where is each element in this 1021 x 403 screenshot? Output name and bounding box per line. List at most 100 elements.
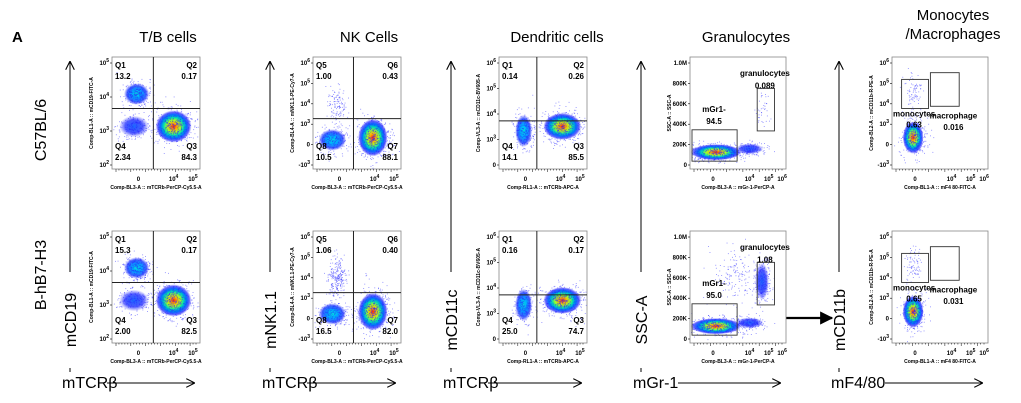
event-dot — [368, 290, 370, 292]
event-dot — [546, 303, 548, 305]
event-dot — [550, 119, 552, 121]
event-dot — [554, 124, 556, 126]
event-dot — [386, 304, 388, 305]
event-dot — [338, 309, 340, 310]
event-dot — [146, 261, 148, 263]
event-dot — [361, 303, 363, 304]
quadrant-value: 16.5 — [316, 327, 332, 336]
event-dot — [174, 301, 176, 302]
event-dot — [186, 135, 187, 136]
event-dot — [560, 114, 562, 116]
event-dot — [173, 299, 174, 301]
event-dot — [136, 122, 138, 124]
event-dot — [551, 292, 553, 294]
event-dot — [142, 273, 144, 274]
x-marker-label: mF4/80 — [831, 375, 885, 392]
event-dot — [528, 306, 530, 307]
event-dot — [125, 298, 126, 300]
event-dot — [369, 143, 371, 145]
event-dot — [169, 304, 171, 306]
event-dot — [583, 292, 585, 293]
event-dot — [348, 146, 350, 148]
event-dot — [385, 321, 387, 323]
event-dot — [551, 142, 552, 144]
event-dot — [348, 314, 350, 316]
x-tick-label: 0 — [524, 351, 528, 357]
event-dot — [375, 312, 377, 314]
event-dot — [365, 141, 367, 143]
event-dot — [577, 293, 579, 294]
event-dot — [129, 125, 130, 127]
event-dot — [129, 254, 131, 256]
event-dot — [340, 290, 342, 292]
quadrant-name: Q3 — [186, 142, 197, 151]
event-dot — [329, 304, 331, 306]
event-dot — [373, 131, 374, 132]
event-dot — [384, 147, 386, 149]
event-dot — [152, 273, 154, 275]
event-dot — [144, 267, 146, 269]
event-dot — [328, 313, 330, 315]
event-dot — [371, 305, 373, 307]
event-dot — [334, 266, 336, 268]
event-dot — [556, 125, 557, 127]
event-dot — [327, 313, 329, 315]
event-dot — [131, 136, 132, 138]
event-dot — [343, 254, 345, 256]
event-dot — [334, 307, 336, 309]
event-dot — [330, 144, 332, 146]
event-dot — [542, 112, 544, 114]
event-dot — [514, 132, 516, 134]
event-dot — [365, 127, 367, 128]
event-dot — [387, 314, 389, 316]
event-dot — [550, 132, 551, 134]
event-dot — [165, 316, 167, 318]
event-dot — [570, 301, 571, 303]
event-dot — [171, 310, 173, 311]
event-dot — [169, 306, 171, 308]
event-dot — [139, 128, 141, 129]
event-dot — [334, 313, 336, 315]
event-dot — [166, 310, 168, 312]
event-dot — [149, 271, 151, 273]
event-dot — [140, 94, 142, 96]
event-dot — [519, 138, 520, 140]
event-dot — [545, 111, 547, 112]
event-dot — [181, 125, 183, 127]
event-dot — [528, 123, 530, 125]
event-dot — [383, 304, 384, 306]
event-dot — [371, 130, 373, 132]
event-dot — [323, 308, 325, 310]
event-dot — [372, 149, 374, 151]
event-dot — [136, 266, 138, 268]
event-dot — [178, 294, 180, 296]
event-dot — [336, 277, 338, 279]
event-dot — [143, 269, 145, 271]
event-dot — [328, 152, 330, 154]
event-dot — [554, 291, 556, 293]
event-dot — [154, 294, 155, 296]
event-dot — [374, 304, 376, 306]
event-dot — [551, 136, 553, 138]
event-dot — [121, 306, 123, 308]
event-dot — [338, 275, 340, 277]
quadrant-value: 74.7 — [568, 327, 584, 336]
event-dot — [327, 279, 329, 281]
event-dot — [557, 125, 559, 127]
event-dot — [339, 274, 341, 275]
event-dot — [556, 120, 557, 122]
event-dot — [568, 306, 570, 308]
event-dot — [556, 119, 558, 121]
event-dot — [572, 123, 574, 125]
event-dot — [368, 278, 370, 280]
event-dot — [327, 331, 329, 333]
event-dot — [142, 118, 144, 120]
event-dot — [143, 277, 145, 279]
event-dot — [190, 112, 191, 114]
event-dot — [545, 127, 547, 129]
event-dot — [393, 324, 394, 326]
quadrant-name: Q6 — [387, 235, 398, 244]
event-dot — [388, 131, 389, 133]
event-dot — [521, 314, 523, 316]
event-dot — [357, 119, 359, 121]
